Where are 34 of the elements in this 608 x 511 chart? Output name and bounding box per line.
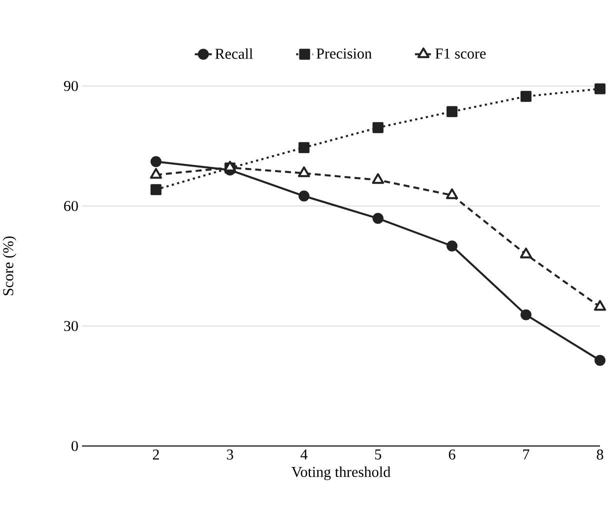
y-tick-label: 30 bbox=[64, 320, 78, 332]
point bbox=[372, 212, 384, 224]
y-axis-title: Score (%) bbox=[2, 236, 16, 296]
point bbox=[150, 184, 162, 196]
y-tick-label: 0 bbox=[72, 440, 78, 452]
point bbox=[594, 300, 606, 311]
point bbox=[520, 248, 532, 258]
point bbox=[372, 122, 384, 134]
point bbox=[298, 190, 310, 202]
point bbox=[520, 309, 532, 320]
point bbox=[446, 188, 458, 200]
point bbox=[298, 166, 310, 178]
point bbox=[520, 90, 532, 102]
point bbox=[446, 106, 458, 118]
y-tick-label: 60 bbox=[64, 200, 78, 212]
legend-label: F1 score bbox=[435, 48, 486, 59]
x-tick-label: 8 bbox=[596, 450, 604, 460]
x-axis-title: Voting threshold bbox=[292, 466, 390, 480]
x-tick-label: 4 bbox=[300, 450, 308, 460]
point bbox=[150, 168, 162, 179]
point bbox=[298, 142, 310, 154]
legend-label: Precision bbox=[316, 48, 372, 59]
legend-label: Recall bbox=[215, 48, 253, 59]
x-tick-label: 7 bbox=[523, 450, 530, 460]
point bbox=[446, 240, 458, 252]
x-tick-label: 2 bbox=[152, 450, 159, 460]
point bbox=[150, 156, 162, 168]
point bbox=[372, 173, 384, 184]
x-tick-label: 5 bbox=[375, 450, 382, 460]
point bbox=[594, 354, 606, 366]
point bbox=[594, 83, 606, 94]
y-tick-label: 90 bbox=[64, 80, 78, 92]
x-tick-label: 6 bbox=[448, 450, 456, 460]
x-tick-label: 3 bbox=[226, 450, 234, 460]
